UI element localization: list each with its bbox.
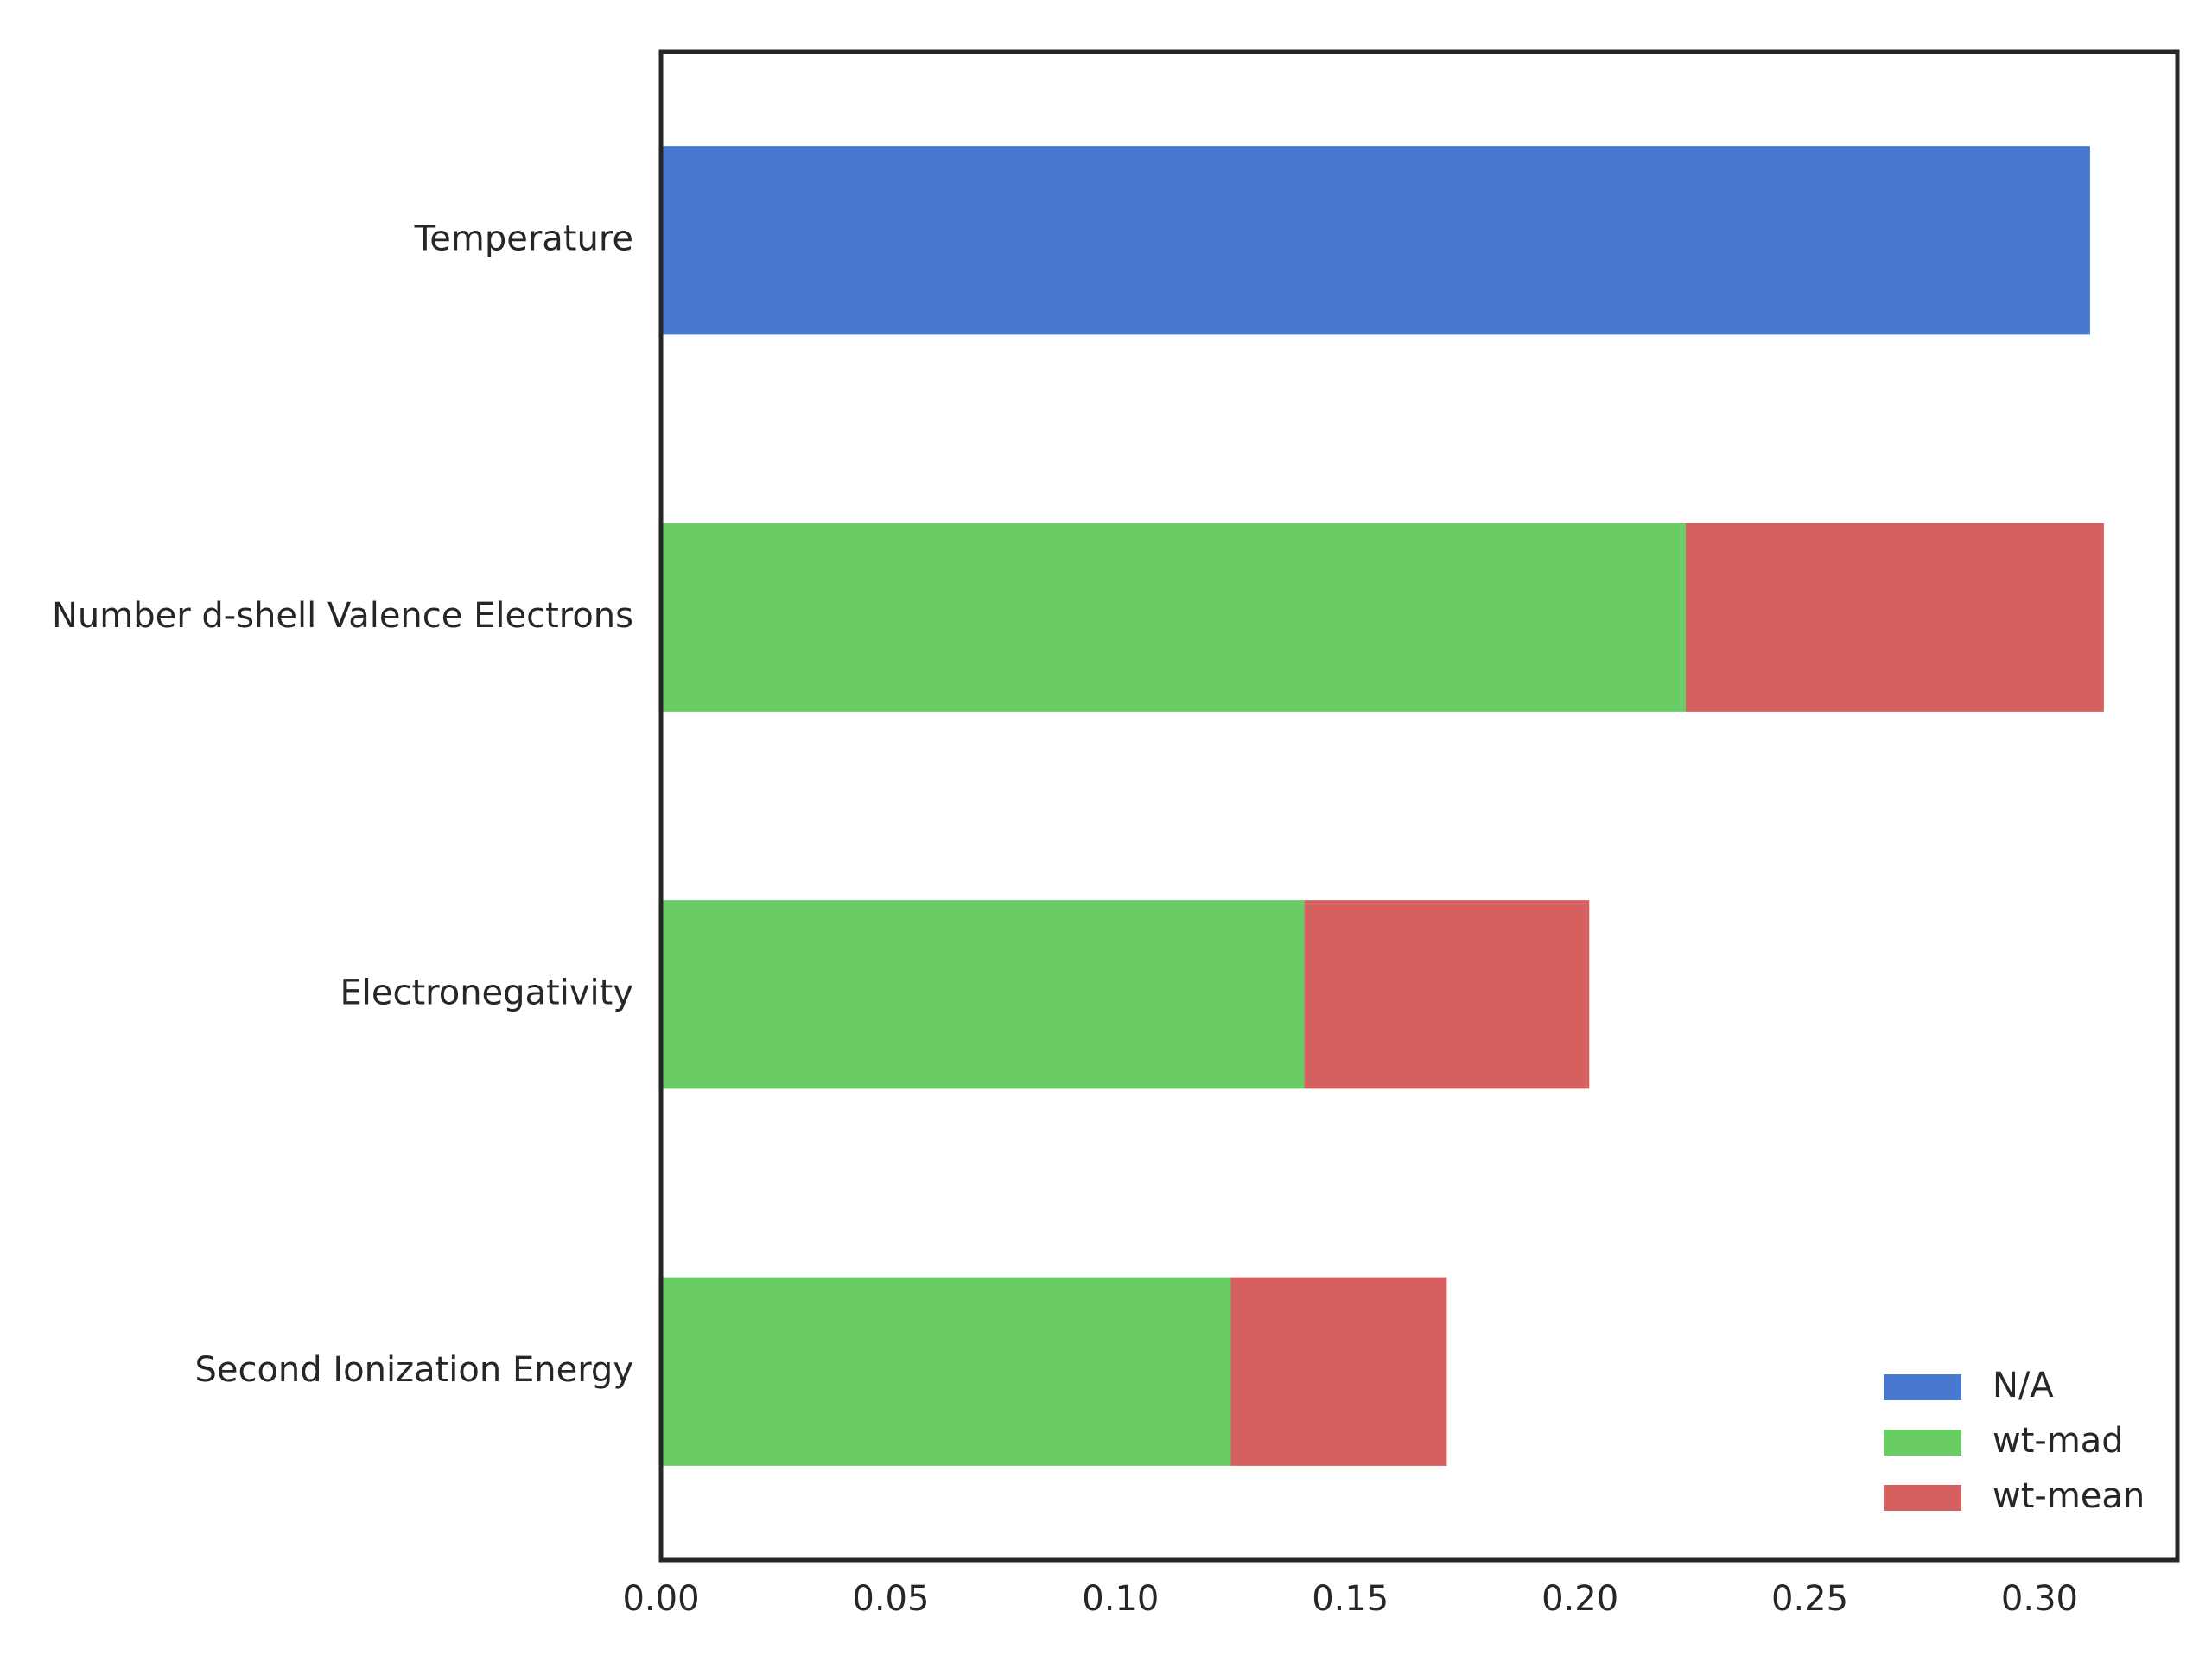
y-tick-label: Second Ionization Energy <box>194 1350 633 1390</box>
bar-number-d-shell-valence-electrons-wt-mean <box>1685 523 2104 712</box>
x-tick-label: 0.10 <box>1082 1579 1159 1619</box>
bar-electronegativity-wt-mad <box>661 900 1305 1089</box>
y-tick-labels: Temperature Number d-shell Valence Electr… <box>52 219 633 1390</box>
legend-label-wt-mean: wt-mean <box>1993 1476 2145 1516</box>
x-tick-label: 0.25 <box>1771 1579 1848 1619</box>
legend-label-n-a: N/A <box>1993 1366 2054 1405</box>
bars-layer <box>661 146 2104 1466</box>
y-tick-label: Number d-shell Valence Electrons <box>52 596 633 636</box>
plot-frame <box>658 49 2180 1563</box>
legend: N/A wt-mad wt-mean <box>1884 1366 2145 1516</box>
bar-number-d-shell-valence-electrons-wt-mad <box>661 523 1686 712</box>
legend-label-wt-mad: wt-mad <box>1993 1421 2124 1461</box>
x-tick-label: 0.20 <box>1541 1579 1618 1619</box>
bar-second-ionization-energy-wt-mad <box>661 1277 1231 1466</box>
x-tick-label: 0.05 <box>852 1579 929 1619</box>
legend-swatch-wt-mean <box>1884 1485 1961 1511</box>
y-tick-label: Temperature <box>414 219 633 258</box>
legend-swatch-wt-mad <box>1884 1430 1961 1456</box>
bar-electronegativity-wt-mean <box>1304 900 1590 1089</box>
y-tick-label: Electronegativity <box>340 973 633 1012</box>
x-tick-labels: 0.00 0.05 0.10 0.15 0.20 0.25 0.30 <box>622 1579 2078 1619</box>
bar-temperature-n-a <box>661 146 2090 335</box>
x-tick-label: 0.15 <box>1312 1579 1389 1619</box>
bar-second-ionization-energy-wt-mean <box>1230 1277 1447 1466</box>
x-tick-label: 0.00 <box>622 1579 699 1619</box>
x-tick-label: 0.30 <box>2001 1579 2078 1619</box>
legend-swatch-n-a <box>1884 1374 1961 1400</box>
